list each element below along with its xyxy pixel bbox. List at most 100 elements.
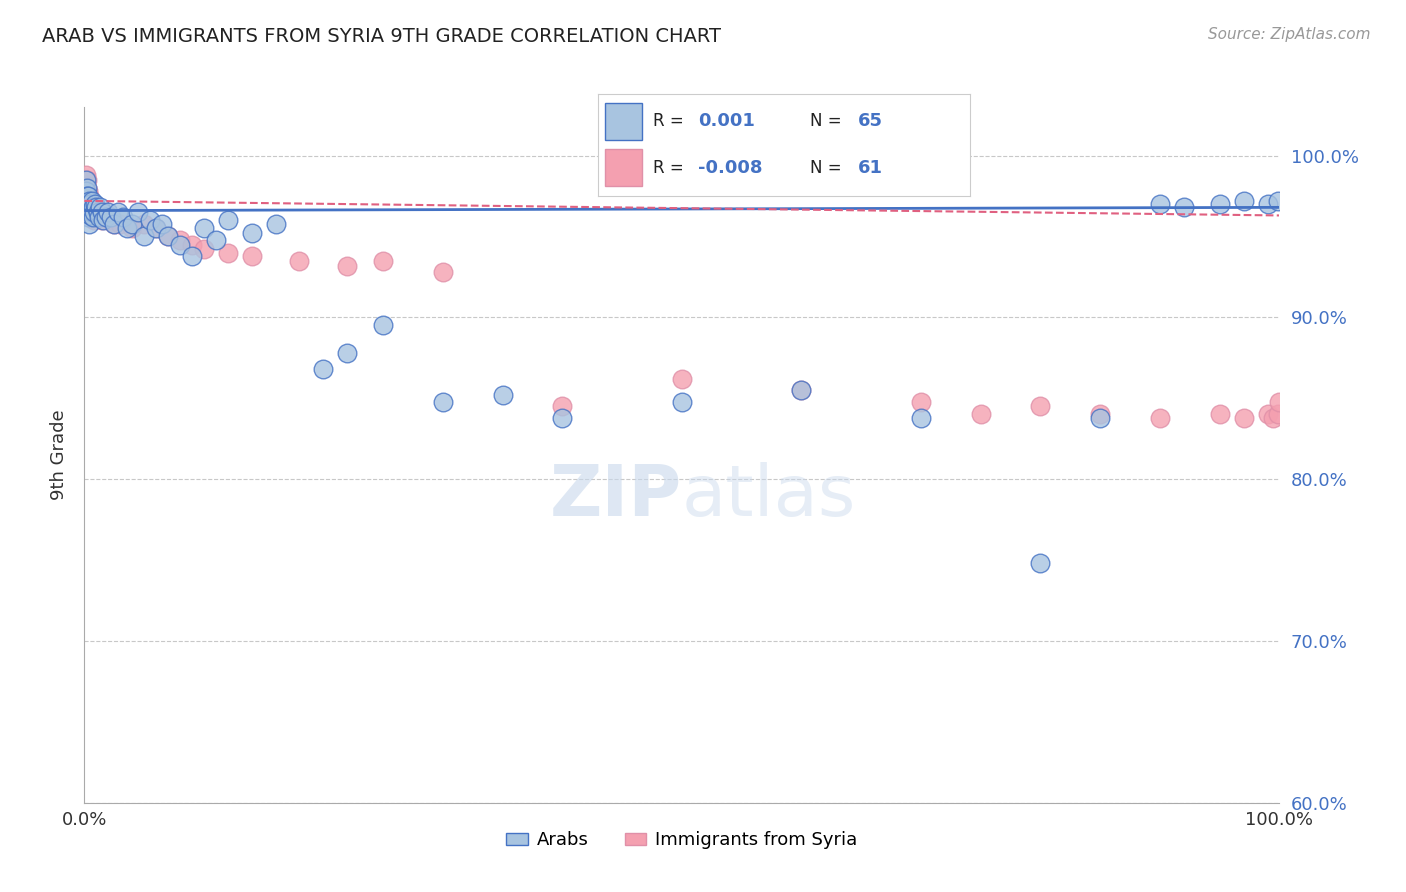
Point <box>76 189 98 203</box>
Point <box>93 213 115 227</box>
Point <box>76 181 98 195</box>
Point <box>77 192 100 206</box>
Point <box>432 394 454 409</box>
Point <box>76 189 98 203</box>
Point <box>1090 410 1112 425</box>
FancyBboxPatch shape <box>605 149 643 186</box>
Point <box>117 221 139 235</box>
Point <box>75 178 97 192</box>
Point <box>551 400 574 414</box>
Point <box>94 210 117 224</box>
Point <box>89 205 111 219</box>
Point <box>91 205 114 219</box>
Point <box>492 388 515 402</box>
Point <box>86 205 108 219</box>
Text: -0.008: -0.008 <box>699 159 762 177</box>
Point <box>139 213 162 227</box>
Point <box>76 203 98 218</box>
Point <box>169 233 191 247</box>
Point <box>288 253 311 268</box>
Text: atlas: atlas <box>682 462 856 531</box>
Point <box>83 205 105 219</box>
Point <box>97 205 120 219</box>
Point <box>77 205 100 219</box>
Point <box>94 210 117 224</box>
Point <box>1209 197 1232 211</box>
Point <box>1029 400 1052 414</box>
Point <box>373 253 395 268</box>
Point <box>75 184 97 198</box>
Point <box>1257 197 1279 211</box>
Y-axis label: 9th Grade: 9th Grade <box>51 409 69 500</box>
Point <box>80 194 103 208</box>
Point <box>790 383 813 397</box>
Point <box>76 181 98 195</box>
Point <box>89 200 111 214</box>
Point <box>83 205 105 219</box>
Point <box>111 210 134 224</box>
Point <box>181 237 204 252</box>
Point <box>1090 408 1112 422</box>
Point <box>75 168 97 182</box>
Point <box>75 194 97 208</box>
Point <box>336 259 359 273</box>
Point <box>77 184 100 198</box>
Point <box>80 205 103 219</box>
Point <box>121 221 143 235</box>
Point <box>127 205 149 219</box>
Point <box>86 205 108 219</box>
Text: 0.001: 0.001 <box>699 112 755 130</box>
Point <box>87 210 110 224</box>
Point <box>100 210 122 224</box>
Text: N =: N = <box>810 112 846 130</box>
Point <box>86 200 108 214</box>
Point <box>103 217 125 231</box>
Point <box>432 265 454 279</box>
Point <box>83 213 105 227</box>
Point <box>551 410 574 425</box>
Point <box>336 346 359 360</box>
Point <box>82 200 104 214</box>
Text: R =: R = <box>654 112 689 130</box>
Point <box>217 245 239 260</box>
Point <box>79 202 101 216</box>
Point <box>77 210 100 224</box>
Legend: Arabs, Immigrants from Syria: Arabs, Immigrants from Syria <box>499 824 865 856</box>
Point <box>86 200 108 214</box>
Point <box>77 217 100 231</box>
Point <box>1149 410 1171 425</box>
Point <box>75 184 97 198</box>
Point <box>77 194 100 208</box>
Text: 61: 61 <box>858 159 883 177</box>
Point <box>1233 194 1256 208</box>
Point <box>77 197 100 211</box>
Point <box>1209 408 1232 422</box>
Point <box>77 200 100 214</box>
Point <box>671 394 693 409</box>
Point <box>77 189 100 203</box>
Text: ARAB VS IMMIGRANTS FROM SYRIA 9TH GRADE CORRELATION CHART: ARAB VS IMMIGRANTS FROM SYRIA 9TH GRADE … <box>42 27 721 45</box>
Point <box>121 217 143 231</box>
Point <box>75 194 97 208</box>
Point <box>79 194 101 208</box>
FancyBboxPatch shape <box>605 103 643 140</box>
Point <box>312 362 335 376</box>
Point <box>110 217 132 231</box>
Point <box>77 189 100 203</box>
Text: Source: ZipAtlas.com: Source: ZipAtlas.com <box>1208 27 1371 42</box>
Point <box>79 197 101 211</box>
Point <box>84 197 107 211</box>
Text: 65: 65 <box>858 112 883 130</box>
Point <box>132 229 156 244</box>
Point <box>76 197 98 211</box>
Point <box>82 210 104 224</box>
Text: R =: R = <box>654 159 689 177</box>
Point <box>181 249 204 263</box>
Point <box>77 205 100 219</box>
Point <box>1257 408 1279 422</box>
Point <box>75 173 97 187</box>
Point <box>264 217 287 231</box>
Point <box>217 213 239 227</box>
Point <box>1173 200 1195 214</box>
Point <box>79 210 101 224</box>
